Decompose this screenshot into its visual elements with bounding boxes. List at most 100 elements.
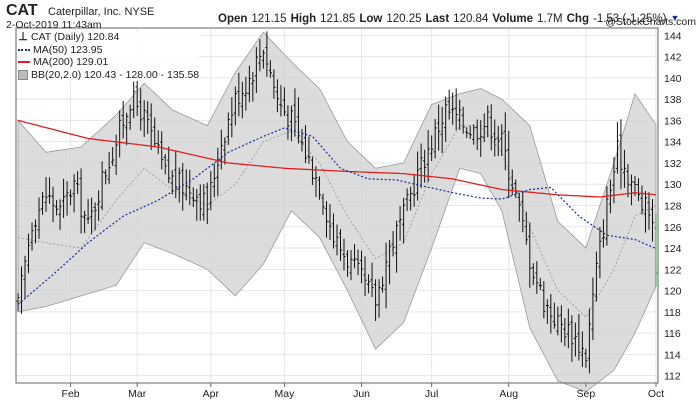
ohlc-bar	[128, 104, 132, 131]
ohlc-bar	[33, 219, 38, 244]
ohlc-bar	[549, 293, 553, 334]
ohlc-bar	[307, 136, 311, 164]
ohlc-bar	[647, 192, 651, 230]
y-tick-label: 118	[664, 307, 681, 319]
y-tick-label: 112	[664, 371, 681, 383]
bollinger-band	[17, 31, 657, 393]
ohlc-bar	[275, 79, 280, 113]
plot-frame	[15, 27, 659, 384]
ohlc-bar	[426, 130, 430, 183]
company-label: Caterpillar, Inc.	[48, 6, 122, 18]
ohlc-bar	[198, 184, 202, 221]
ohlc-bar	[65, 181, 69, 216]
x-tick-label: Feb	[62, 388, 80, 400]
ohlc-bar	[111, 147, 115, 166]
volume-value: 1.7M	[537, 13, 563, 25]
ohlc-bar	[559, 305, 563, 343]
y-tick-label: 130	[664, 179, 682, 191]
ohlc-bar	[538, 277, 542, 291]
exchange-label: NYSE	[124, 6, 155, 18]
ohlc-bar	[626, 164, 630, 198]
ohlc-bar	[629, 174, 634, 206]
ohlc-bar	[233, 86, 237, 126]
ohlc-bar	[517, 193, 521, 222]
ohlc-bar	[472, 124, 476, 145]
y-axis: 112 114 116 118 120 122 124 126 128 130 132 134 136 1…	[664, 30, 682, 382]
ohlc-bar	[68, 189, 73, 206]
ohlc-bar	[580, 331, 584, 368]
ohlc-bar	[247, 65, 251, 103]
ohlc-bar	[573, 322, 577, 357]
indicator-lines	[17, 119, 657, 305]
ohlc-bar	[622, 149, 627, 188]
ohlc-bar	[587, 308, 591, 374]
ohlc-bar	[475, 119, 479, 151]
ohlc-bar	[310, 156, 315, 185]
ohlc-bar	[261, 49, 265, 69]
ohlc-bar	[444, 96, 448, 142]
legend-bb: BB(20,2.0) 120.43 - 128.00 - 135.58	[18, 68, 200, 81]
ohlc-bar	[19, 266, 24, 314]
ohlc-bar	[314, 166, 318, 197]
legend-ma200: MA(200) 129.01	[18, 56, 200, 69]
ohlc-bar	[54, 200, 59, 216]
chg-label: Chg	[566, 13, 589, 25]
ohlc-bar	[244, 76, 248, 111]
solid-line-icon	[18, 61, 30, 64]
ohlc-bar	[104, 169, 108, 185]
ohlc-bar	[226, 112, 230, 145]
ohlc-bar	[107, 151, 111, 184]
ohlc-bar	[237, 72, 241, 117]
ohlc-bar	[286, 105, 290, 140]
ohlc-bar	[93, 202, 97, 231]
y-tick-label: 140	[664, 73, 682, 85]
ohlc-bar	[26, 233, 31, 274]
ohlc-bar	[338, 229, 343, 261]
ohlc-bar	[387, 239, 392, 285]
legend-ma50: MA(50) 123.95	[18, 43, 200, 56]
ohlc-bar	[409, 186, 413, 211]
ohlc-bar	[132, 81, 136, 119]
ohlc-bar	[591, 277, 595, 341]
ohlc-bar-icon: ⊥	[18, 31, 28, 43]
ohlc-bar	[251, 71, 255, 102]
company-name: Caterpillar, Inc. NYSE	[48, 6, 154, 18]
ohlc-bar	[437, 104, 441, 151]
ohlc-bar	[528, 222, 532, 288]
ohlc-bar	[149, 103, 153, 150]
ohlc-bar	[482, 113, 486, 143]
ohlc-bar	[447, 89, 451, 120]
bb-area	[17, 31, 657, 393]
x-tick-label: Aug	[499, 388, 518, 400]
ohlc-bar	[30, 222, 34, 251]
ohlc-bar	[451, 92, 455, 125]
ohlc-bar	[230, 97, 234, 138]
ohlc-bar	[240, 81, 244, 119]
ohlc-bar	[195, 189, 199, 221]
ohlc-bar	[416, 151, 420, 201]
ohlc-bar	[514, 179, 518, 199]
ohlc-bar	[545, 299, 549, 325]
chart-legend: ⊥ CAT (Daily) 120.84 MA(50) 123.95 MA(20…	[18, 31, 200, 81]
x-tick-label: Sep	[577, 388, 596, 400]
ohlc-bar	[328, 204, 332, 240]
ohlc-bar	[521, 191, 525, 233]
ohlc-bar	[636, 178, 641, 202]
ohlc-bar	[139, 88, 143, 131]
ohlc-bar	[135, 75, 139, 116]
ohlc-bar	[650, 199, 655, 242]
ohlc-bar	[405, 188, 409, 212]
ohlc-bar	[163, 154, 167, 175]
ohlc-bar	[167, 146, 171, 184]
low-value: 120.25	[386, 13, 422, 25]
ohlc-bar	[384, 242, 388, 309]
ohlc-bar	[153, 117, 157, 148]
ohlc-bar	[254, 47, 258, 93]
ohlc-bar	[503, 112, 507, 171]
ohlc-bar	[58, 199, 62, 230]
ohlc-bar	[272, 69, 276, 99]
ohlc-bar	[531, 263, 535, 286]
x-tick-label: Jun	[353, 388, 370, 400]
band-swatch-icon	[18, 69, 28, 80]
